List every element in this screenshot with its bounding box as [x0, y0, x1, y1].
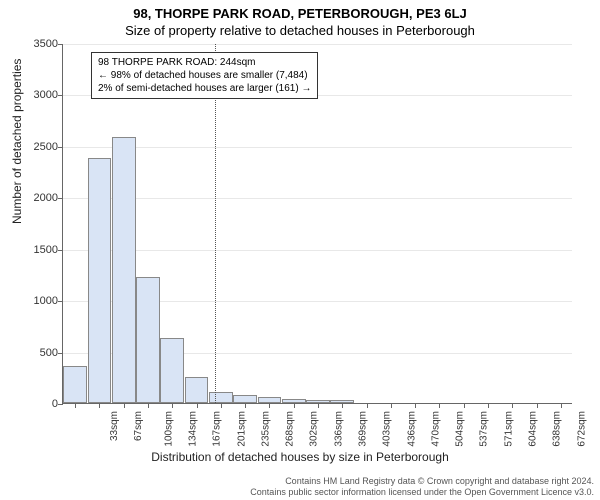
y-tick-mark — [58, 353, 63, 354]
y-tick-mark — [58, 404, 63, 405]
x-tick-mark — [269, 403, 270, 408]
x-tick-label: 33sqm — [109, 411, 120, 441]
x-tick-mark — [221, 403, 222, 408]
x-tick-label: 100sqm — [163, 411, 174, 447]
x-tick-label: 638sqm — [552, 411, 563, 447]
y-tick-label: 2500 — [34, 141, 58, 153]
y-tick-label: 2000 — [34, 192, 58, 204]
x-tick-mark — [512, 403, 513, 408]
x-tick-label: 403sqm — [382, 411, 393, 447]
histogram-bar — [233, 395, 257, 403]
y-tick-label: 500 — [40, 347, 58, 359]
x-tick-label: 672sqm — [576, 411, 587, 447]
footer-line-1: Contains HM Land Registry data © Crown c… — [250, 476, 594, 487]
x-tick-mark — [537, 403, 538, 408]
x-tick-mark — [245, 403, 246, 408]
x-tick-mark — [148, 403, 149, 408]
histogram-bar — [136, 277, 160, 404]
x-tick-label: 302sqm — [309, 411, 320, 447]
x-tick-label: 268sqm — [285, 411, 296, 447]
x-tick-mark — [391, 403, 392, 408]
x-tick-label: 537sqm — [479, 411, 490, 447]
page-title-address: 98, THORPE PARK ROAD, PETERBOROUGH, PE3 … — [0, 0, 600, 21]
y-tick-label: 0 — [52, 398, 58, 410]
gridline — [63, 147, 572, 148]
x-tick-label: 604sqm — [528, 411, 539, 447]
annotation-line-2: ← 98% of detached houses are smaller (7,… — [98, 69, 311, 82]
x-axis-label: Distribution of detached houses by size … — [0, 450, 600, 464]
x-tick-label: 134sqm — [188, 411, 199, 447]
histogram-bar — [63, 366, 87, 403]
histogram-bar — [160, 338, 184, 403]
x-tick-label: 201sqm — [236, 411, 247, 447]
x-tick-label: 336sqm — [333, 411, 344, 447]
gridline — [63, 250, 572, 251]
x-tick-mark — [99, 403, 100, 408]
x-tick-mark — [415, 403, 416, 408]
annotation-line-1: 98 THORPE PARK ROAD: 244sqm — [98, 56, 311, 69]
y-axis-label: Number of detached properties — [10, 59, 24, 224]
y-tick-mark — [58, 250, 63, 251]
x-tick-mark — [342, 403, 343, 408]
footer-attribution: Contains HM Land Registry data © Crown c… — [250, 476, 594, 499]
annotation-line-3: 2% of semi-detached houses are larger (1… — [98, 82, 311, 95]
y-tick-mark — [58, 147, 63, 148]
y-tick-mark — [58, 301, 63, 302]
y-tick-mark — [58, 198, 63, 199]
y-tick-mark — [58, 44, 63, 45]
x-tick-mark — [124, 403, 125, 408]
chart-area: 050010001500200025003000350033sqm67sqm10… — [62, 44, 572, 404]
x-tick-label: 167sqm — [212, 411, 223, 447]
x-tick-label: 571sqm — [503, 411, 514, 447]
histogram-bar — [88, 158, 112, 403]
gridline — [63, 198, 572, 199]
x-tick-label: 470sqm — [430, 411, 441, 447]
x-tick-mark — [464, 403, 465, 408]
x-tick-mark — [439, 403, 440, 408]
page-title-main: Size of property relative to detached ho… — [0, 21, 600, 42]
x-tick-mark — [172, 403, 173, 408]
x-tick-mark — [561, 403, 562, 408]
x-tick-label: 504sqm — [455, 411, 466, 447]
x-tick-mark — [318, 403, 319, 408]
y-tick-label: 3500 — [34, 38, 58, 50]
x-tick-mark — [367, 403, 368, 408]
y-tick-label: 1000 — [34, 295, 58, 307]
histogram-bar — [112, 137, 136, 403]
histogram-bar — [185, 377, 209, 403]
x-tick-mark — [75, 403, 76, 408]
histogram-bar — [209, 392, 233, 403]
y-tick-mark — [58, 95, 63, 96]
y-tick-label: 3000 — [34, 89, 58, 101]
plot-area: 050010001500200025003000350033sqm67sqm10… — [62, 44, 572, 404]
x-tick-label: 235sqm — [260, 411, 271, 447]
gridline — [63, 44, 572, 45]
x-tick-mark — [294, 403, 295, 408]
x-tick-label: 67sqm — [133, 411, 144, 441]
footer-line-2: Contains public sector information licen… — [250, 487, 594, 498]
x-tick-label: 436sqm — [406, 411, 417, 447]
x-tick-label: 369sqm — [358, 411, 369, 447]
property-annotation: 98 THORPE PARK ROAD: 244sqm← 98% of deta… — [91, 52, 318, 99]
x-tick-mark — [488, 403, 489, 408]
x-tick-mark — [197, 403, 198, 408]
y-tick-label: 1500 — [34, 244, 58, 256]
